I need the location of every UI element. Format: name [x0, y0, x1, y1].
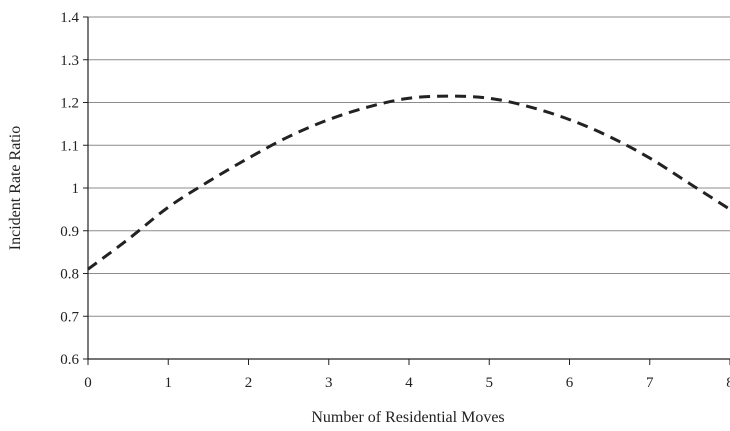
x-tick-label: 5 [486, 375, 494, 391]
x-tick-label: 4 [405, 375, 413, 391]
grid [88, 16, 730, 317]
y-tick-label: 0.8 [60, 267, 79, 283]
y-tick-label: 0.7 [60, 309, 79, 325]
y-axis-title: Incident Rate Ratio [7, 126, 24, 250]
axes [83, 16, 730, 365]
y-tick-label: 1.1 [60, 138, 79, 154]
x-tick-label: 6 [566, 375, 574, 391]
y-tick-label: 1 [72, 181, 80, 197]
x-tick-label: 0 [84, 375, 92, 391]
y-tick-label: 1.4 [60, 10, 79, 26]
x-axis-title: Number of Residential Moves [311, 409, 504, 426]
y-tick-label: 0.9 [60, 224, 79, 240]
x-tick-label: 2 [245, 375, 253, 391]
y-tick-label: 1.3 [60, 53, 79, 69]
x-tick-label: 1 [165, 375, 173, 391]
series-line [87, 94, 730, 271]
y-tick-label: 1.2 [60, 96, 79, 112]
y-tick-label: 0.6 [60, 352, 79, 368]
x-tick-label: 7 [646, 375, 654, 391]
x-tick-label: 3 [325, 375, 333, 391]
x-tick-label: 8 [726, 375, 730, 391]
series-group [87, 94, 730, 271]
tick-labels: 0.6 0.7 0.8 0.9 1 1.1 1.2 1.3 1.4 0 1 2 3 4 5 6 7 8 [60, 10, 730, 391]
